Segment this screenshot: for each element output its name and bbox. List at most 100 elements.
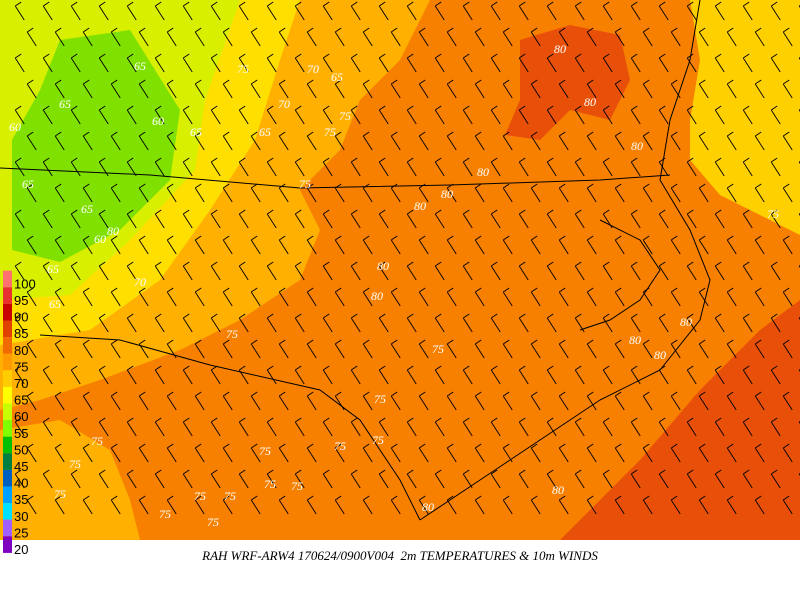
- wind-barb: [474, 131, 485, 151]
- wind-barb: [182, 105, 193, 125]
- region-85: [505, 25, 630, 140]
- contour-label: 70: [307, 62, 319, 76]
- wind-barb: [182, 313, 193, 333]
- wind-barb: [26, 27, 37, 47]
- wind-barb: [614, 235, 625, 255]
- wind-barb: [362, 79, 373, 99]
- wind-barb: [754, 183, 765, 203]
- wind-barb: [670, 287, 681, 307]
- wind-barb: [278, 131, 289, 151]
- contour-label: 75: [226, 327, 238, 341]
- wind-barb: [378, 469, 389, 489]
- wind-barb: [754, 443, 765, 463]
- wind-barb: [602, 53, 613, 73]
- wind-barb: [770, 365, 781, 385]
- wind-barb: [558, 79, 569, 99]
- wind-barb: [266, 53, 277, 73]
- wind-barb: [770, 209, 781, 229]
- wind-barb: [658, 313, 669, 333]
- wind-barb: [742, 1, 753, 21]
- wind-barb: [726, 443, 737, 463]
- wind-barb: [742, 209, 753, 229]
- wind-barb: [642, 495, 653, 515]
- legend-label: 100: [14, 276, 36, 291]
- wind-barb: [26, 391, 37, 411]
- contour-label: 75: [767, 207, 779, 221]
- wind-barb: [770, 157, 781, 177]
- wind-barb: [278, 443, 289, 463]
- legend-label: 85: [14, 326, 28, 341]
- wind-barb: [558, 443, 569, 463]
- contour-label: 80: [654, 348, 666, 362]
- wind-barb: [82, 235, 93, 255]
- wind-barb: [434, 1, 445, 21]
- wind-barb: [82, 339, 93, 359]
- wind-barb: [210, 1, 221, 21]
- contour-label: 80: [422, 500, 434, 514]
- caption: RAH WRF-ARW4 170624/0900V004 2m TEMPERAT…: [201, 548, 598, 563]
- wind-barb: [250, 443, 261, 463]
- wind-barb: [546, 417, 557, 437]
- wind-barb: [82, 287, 93, 307]
- wind-barb: [294, 53, 305, 73]
- wind-barb: [322, 261, 333, 281]
- wind-barb: [418, 27, 429, 47]
- wind-barb: [754, 131, 765, 151]
- wind-barb: [334, 79, 345, 99]
- contour-label: 75: [291, 479, 303, 493]
- wind-barb: [630, 105, 641, 125]
- wind-barb: [714, 261, 725, 281]
- wind-barb: [658, 53, 669, 73]
- wind-barb: [378, 157, 389, 177]
- wind-barb: [558, 131, 569, 151]
- wind-barb: [558, 235, 569, 255]
- wind-barb: [754, 391, 765, 411]
- legend-swatch: [3, 453, 12, 470]
- wind-barb: [42, 261, 53, 281]
- legend-swatch: [3, 370, 12, 387]
- wind-barb: [238, 209, 249, 229]
- wind-barb: [630, 313, 641, 333]
- wind-barb: [518, 209, 529, 229]
- wind-barb: [490, 53, 501, 73]
- wind-barb: [294, 417, 305, 437]
- wind-barb: [362, 183, 373, 203]
- wind-barb: [742, 53, 753, 73]
- wind-barb: [698, 443, 709, 463]
- wind-barb: [378, 105, 389, 125]
- wind-barb: [574, 417, 585, 437]
- wind-barb: [350, 157, 361, 177]
- wind-barb: [166, 391, 177, 411]
- wind-barb: [126, 209, 137, 229]
- wind-barb: [82, 131, 93, 151]
- wind-barb: [110, 391, 121, 411]
- wind-barb: [266, 417, 277, 437]
- wind-barb: [658, 209, 669, 229]
- wind-barb: [630, 157, 641, 177]
- wind-barb: [250, 391, 261, 411]
- wind-barb: [362, 495, 373, 515]
- wind-barb: [614, 495, 625, 515]
- wind-barb: [98, 53, 109, 73]
- wind-barb: [434, 209, 445, 229]
- wind-barb: [502, 131, 513, 151]
- wind-barb: [334, 27, 345, 47]
- wind-barb: [110, 495, 121, 515]
- wind-barb: [418, 131, 429, 151]
- wind-barb: [614, 443, 625, 463]
- wind-barb: [14, 313, 25, 333]
- wind-barb: [502, 287, 513, 307]
- wind-barb: [350, 469, 361, 489]
- wind-barb: [782, 235, 793, 255]
- contour-label: 75: [207, 515, 219, 529]
- contour-label: 65: [22, 177, 34, 191]
- wind-barb: [154, 365, 165, 385]
- wind-barb: [98, 1, 109, 21]
- wind-barb: [166, 495, 177, 515]
- wind-barb: [222, 131, 233, 151]
- wind-barb: [446, 27, 457, 47]
- wind-barb: [754, 495, 765, 515]
- wind-barb: [294, 157, 305, 177]
- wind-barb: [530, 443, 541, 463]
